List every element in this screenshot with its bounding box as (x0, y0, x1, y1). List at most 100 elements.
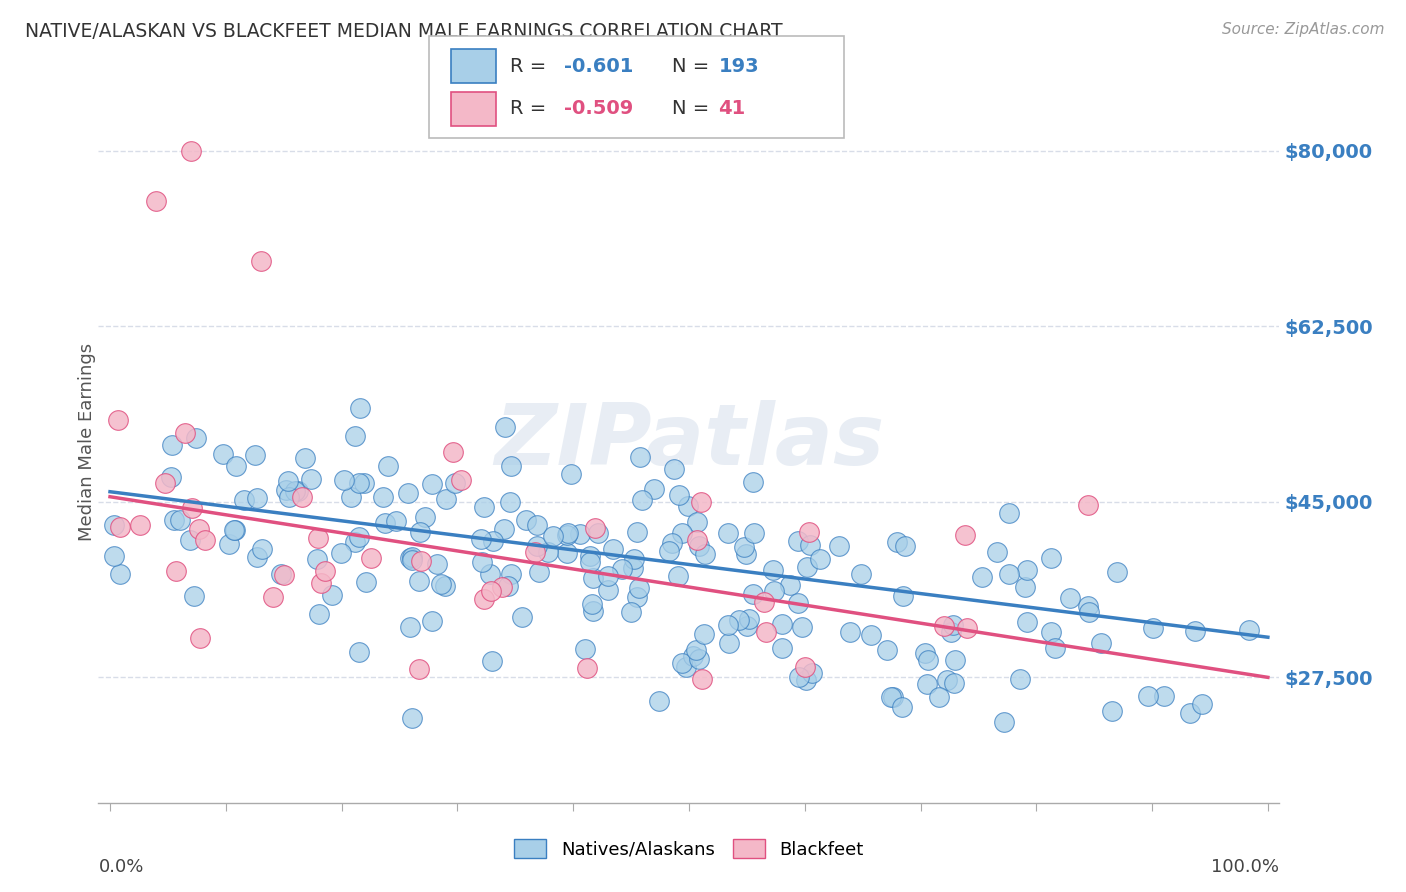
Point (662, 462, 685, 476)
Point (886, 535, 908, 549)
Point (1077, 498, 1099, 512)
Point (754, 595, 776, 609)
Point (422, 614, 444, 628)
Point (163, 513, 186, 527)
Point (789, 670, 811, 684)
Point (277, 474, 299, 488)
Point (284, 484, 307, 499)
Point (1017, 615, 1039, 629)
Point (799, 538, 821, 552)
Text: -0.601: -0.601 (564, 56, 633, 76)
Point (434, 579, 457, 593)
Point (690, 494, 713, 508)
Point (107, 413, 129, 427)
Point (575, 661, 598, 675)
Point (717, 636, 740, 650)
Text: NATIVE/ALASKAN VS BLACKFEET MEDIAN MALE EARNINGS CORRELATION CHART: NATIVE/ALASKAN VS BLACKFEET MEDIAN MALE … (25, 22, 783, 41)
Point (568, 526, 591, 541)
Point (581, 597, 603, 611)
Point (917, 653, 939, 667)
Point (225, 459, 247, 474)
Point (693, 627, 716, 641)
Point (108, 520, 131, 534)
Point (243, 448, 266, 462)
Point (735, 547, 758, 561)
Point (935, 673, 957, 687)
Point (943, 652, 966, 666)
Point (808, 552, 831, 566)
Point (401, 553, 423, 567)
Point (249, 253, 271, 268)
Point (470, 532, 492, 546)
Point (307, 552, 329, 566)
Point (1153, 690, 1175, 704)
Point (733, 540, 755, 554)
Point (354, 575, 377, 590)
Point (574, 641, 596, 656)
Point (165, 564, 187, 578)
Point (859, 627, 882, 641)
Point (661, 536, 683, 550)
Point (186, 431, 208, 445)
Point (1101, 705, 1123, 719)
Point (444, 475, 467, 490)
Text: N =: N = (672, 56, 716, 76)
Point (876, 643, 898, 657)
Point (1137, 690, 1160, 704)
Point (145, 194, 167, 208)
Text: 0.0%: 0.0% (98, 858, 143, 876)
Point (685, 643, 707, 657)
Point (309, 576, 332, 591)
Point (658, 544, 681, 558)
Point (934, 619, 956, 633)
Point (986, 544, 1008, 558)
Point (377, 459, 399, 474)
Point (849, 567, 872, 582)
Point (579, 555, 602, 569)
Point (472, 500, 495, 514)
Point (246, 549, 269, 564)
Point (839, 624, 862, 639)
Point (409, 554, 432, 568)
Point (1008, 672, 1031, 686)
Point (675, 660, 697, 674)
Point (1014, 580, 1036, 594)
Point (190, 632, 212, 646)
Point (155, 476, 177, 491)
Point (794, 659, 817, 673)
Point (347, 530, 370, 544)
Point (194, 533, 217, 547)
Point (399, 620, 422, 634)
Point (1105, 566, 1128, 580)
Point (690, 672, 713, 686)
Point (501, 567, 523, 582)
Point (180, 144, 202, 158)
Point (218, 537, 240, 551)
Point (676, 499, 699, 513)
Point (794, 673, 817, 687)
Point (270, 567, 292, 582)
Text: ZIPatlas: ZIPatlas (494, 400, 884, 483)
Point (179, 533, 201, 547)
Point (262, 590, 284, 604)
Point (510, 610, 533, 624)
Point (880, 690, 903, 704)
Point (787, 596, 810, 610)
Point (401, 550, 423, 565)
Text: 41: 41 (718, 99, 745, 119)
Point (274, 483, 297, 498)
Point (770, 641, 793, 656)
Text: 100.0%: 100.0% (1212, 858, 1279, 876)
Point (998, 566, 1021, 581)
Point (939, 624, 962, 639)
Point (610, 562, 633, 576)
Point (430, 577, 453, 591)
Point (526, 518, 548, 533)
Point (621, 561, 644, 575)
Point (770, 616, 793, 631)
Point (413, 509, 436, 524)
Point (717, 618, 740, 632)
Point (582, 571, 605, 585)
Point (682, 648, 704, 663)
Text: R =: R = (510, 56, 553, 76)
